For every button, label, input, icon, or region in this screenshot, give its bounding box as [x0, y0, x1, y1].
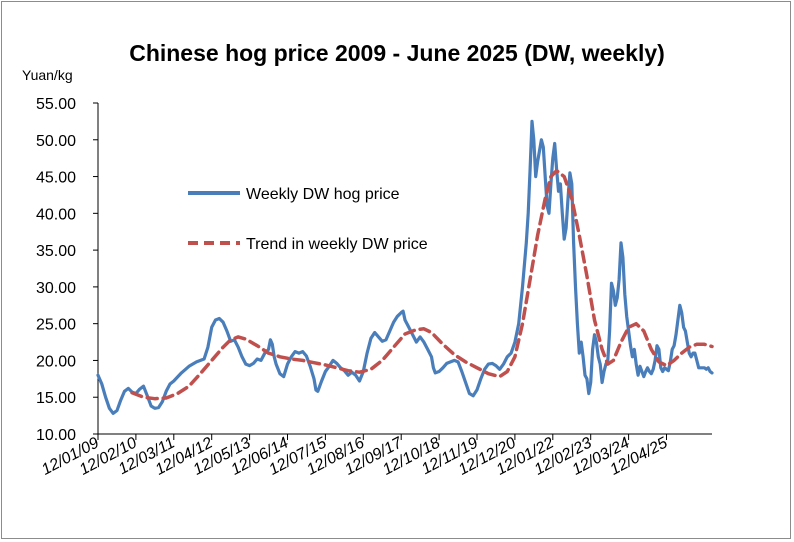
chart-title: Chinese hog price 2009 - June 2025 (DW, … — [129, 40, 665, 66]
series-line-trend — [130, 168, 714, 401]
y-tick-label: 25.00 — [36, 317, 76, 334]
y-tick-label: 20.00 — [36, 353, 76, 370]
legend-label-trend: Trend in weekly DW price — [246, 236, 428, 253]
y-tick-label: 15.00 — [36, 390, 76, 407]
legend: Weekly DW hog price Trend in weekly DW p… — [188, 186, 428, 253]
legend-label-weekly: Weekly DW hog price — [246, 186, 400, 203]
y-tick-label: 55.00 — [36, 96, 76, 113]
series-group — [96, 119, 714, 415]
axes-group: 10.00 15.00 20.00 25.00 30.00 35.00 40.00 45.00… — [36, 96, 712, 479]
y-tick-label: 10.00 — [36, 427, 76, 444]
y-tick-label: 40.00 — [36, 206, 76, 223]
y-tick-label: 35.00 — [36, 243, 76, 260]
series-line-weekly-price — [96, 119, 714, 415]
y-tick-label: 45.00 — [36, 170, 76, 187]
y-tick-label: 50.00 — [36, 133, 76, 150]
y-axis-unit-label: Yuan/kg — [22, 67, 73, 83]
y-tick-label: 30.00 — [36, 280, 76, 297]
